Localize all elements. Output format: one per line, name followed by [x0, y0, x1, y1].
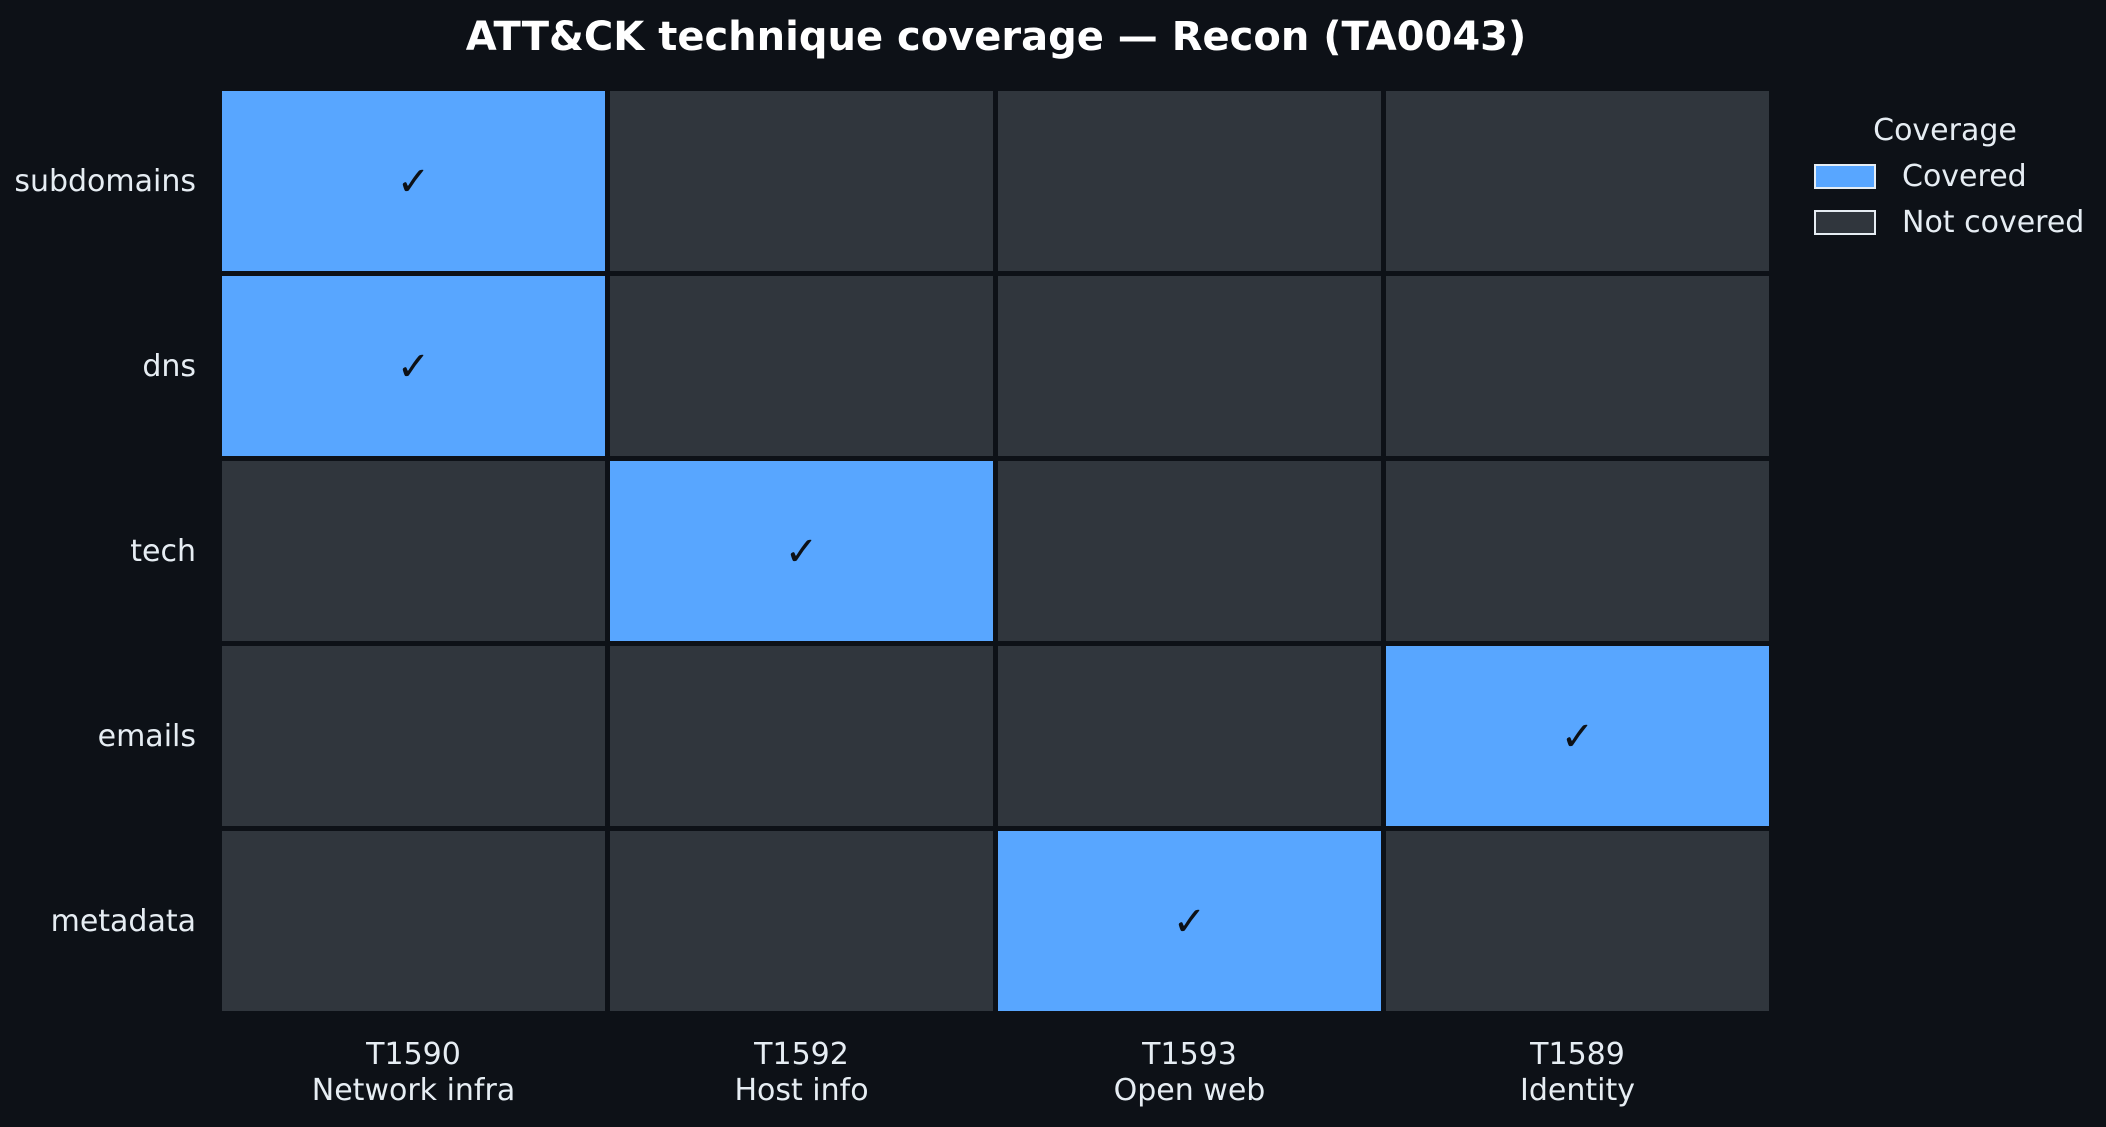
heatmap-cell-subdomains-T1590: [222, 91, 605, 271]
legend-swatch-covered: [1814, 164, 1876, 189]
check-mark-dns-T1590: ✓: [397, 344, 431, 390]
heatmap-cell-metadata-T1592: [610, 831, 993, 1011]
row-labels: subdomains dns tech emails metadata: [14, 164, 196, 939]
heatmap-cell-metadata-T1593: [998, 831, 1381, 1011]
column-label-name-T1592: Host info: [734, 1073, 868, 1108]
row-label-tech: tech: [130, 534, 196, 569]
column-label-name-T1593: Open web: [1114, 1073, 1266, 1108]
heatmap-cell-tech-T1592: [610, 461, 993, 641]
heatmap-cell-tech-T1589: [1386, 461, 1769, 641]
heatmap-cell-dns-T1589: [1386, 276, 1769, 456]
heatmap-cell-subdomains-T1589: [1386, 91, 1769, 271]
chart-title: ATT&CK technique coverage — Recon (TA004…: [466, 14, 1527, 60]
column-label-id-T1590: T1590: [365, 1037, 461, 1072]
column-label-id-T1589: T1589: [1529, 1037, 1625, 1072]
check-mark-subdomains-T1590: ✓: [397, 159, 431, 205]
heatmap-cell-dns-T1592: [610, 276, 993, 456]
row-label-emails: emails: [98, 719, 196, 754]
legend-title: Coverage: [1873, 113, 2017, 148]
check-mark-tech-T1592: ✓: [785, 529, 819, 575]
heatmap-cell-emails-T1589: [1386, 646, 1769, 826]
legend-label-not-covered: Not covered: [1902, 205, 2084, 240]
row-label-metadata: metadata: [51, 904, 196, 939]
heatmap-cell-subdomains-T1593: [998, 91, 1381, 271]
check-mark-metadata-T1593: ✓: [1173, 899, 1207, 945]
heatmap-cell-subdomains-T1592: [610, 91, 993, 271]
legend-swatch-not-covered: [1814, 210, 1876, 235]
column-label-id-T1592: T1592: [753, 1037, 849, 1072]
column-label-name-T1589: Identity: [1520, 1073, 1635, 1108]
heatmap-cell-tech-T1590: [222, 461, 605, 641]
row-label-dns: dns: [142, 349, 196, 384]
heatmap-cell-emails-T1593: [998, 646, 1381, 826]
heatmap-cells: ✓ ✓ ✓ ✓ ✓: [222, 91, 1769, 1011]
heatmap-cell-dns-T1590: [222, 276, 605, 456]
heatmap-cell-metadata-T1590: [222, 831, 605, 1011]
check-mark-emails-T1589: ✓: [1561, 714, 1595, 760]
heatmap-cell-emails-T1592: [610, 646, 993, 826]
heatmap-cell-dns-T1593: [998, 276, 1381, 456]
heatmap-cell-emails-T1590: [222, 646, 605, 826]
heatmap-cell-metadata-T1589: [1386, 831, 1769, 1011]
heatmap-cell-tech-T1593: [998, 461, 1381, 641]
column-label-name-T1590: Network infra: [312, 1073, 515, 1108]
legend: Coverage Covered Not covered: [1814, 113, 2084, 240]
column-label-id-T1593: T1593: [1141, 1037, 1237, 1072]
legend-label-covered: Covered: [1902, 159, 2027, 194]
row-label-subdomains: subdomains: [14, 164, 196, 199]
